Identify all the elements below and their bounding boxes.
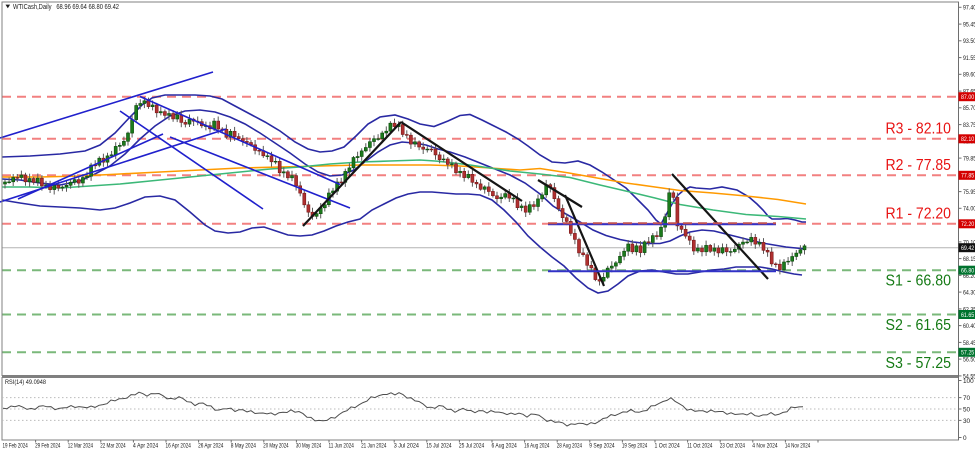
svg-text:91.55: 91.55 <box>963 55 975 62</box>
svg-text:16 Apr 2024: 16 Apr 2024 <box>166 442 192 449</box>
svg-text:3 Jul 2024: 3 Jul 2024 <box>394 442 420 449</box>
svg-text:68.15: 68.15 <box>963 256 975 263</box>
svg-text:79.85: 79.85 <box>963 156 975 163</box>
svg-text:11 Oct 2024: 11 Oct 2024 <box>687 442 713 449</box>
svg-text:R2 - 77.85: R2 - 77.85 <box>886 157 952 174</box>
svg-text:61.65: 61.65 <box>961 312 975 319</box>
svg-text:58.45: 58.45 <box>963 340 975 347</box>
svg-text:R1 - 72.20: R1 - 72.20 <box>886 205 952 222</box>
svg-text:28 Aug 2024: 28 Aug 2024 <box>557 442 583 449</box>
svg-text:66.80: 66.80 <box>961 268 975 275</box>
svg-text:77.85: 77.85 <box>961 173 975 180</box>
svg-text:30 May 2024: 30 May 2024 <box>296 442 322 449</box>
svg-text:100: 100 <box>963 378 974 385</box>
svg-text:4 Apr 2024: 4 Apr 2024 <box>133 442 159 449</box>
svg-text:21 Jun 2024: 21 Jun 2024 <box>361 442 387 449</box>
svg-text:9 Sep 2024: 9 Sep 2024 <box>589 442 615 449</box>
svg-text:4 Nov 2024: 4 Nov 2024 <box>752 442 778 449</box>
svg-text:60.40: 60.40 <box>963 323 975 330</box>
svg-text:12 Mar 2024: 12 Mar 2024 <box>68 442 94 449</box>
svg-text:19 Feb 2024: 19 Feb 2024 <box>3 442 29 449</box>
svg-text:R3 - 82.10: R3 - 82.10 <box>886 120 952 137</box>
svg-text:11 Jun 2024: 11 Jun 2024 <box>329 442 355 449</box>
svg-text:57.25: 57.25 <box>961 350 975 357</box>
svg-text:85.70: 85.70 <box>963 105 975 112</box>
svg-text:50: 50 <box>963 406 971 413</box>
svg-text:64.30: 64.30 <box>963 290 975 297</box>
svg-text:83.75: 83.75 <box>963 122 975 129</box>
svg-text:15 Jul 2024: 15 Jul 2024 <box>426 442 452 449</box>
svg-text:29 Feb 2024: 29 Feb 2024 <box>35 442 61 449</box>
svg-text:89.60: 89.60 <box>963 72 975 79</box>
svg-text:82.10: 82.10 <box>961 136 975 143</box>
svg-text:1 Oct 2024: 1 Oct 2024 <box>655 442 681 449</box>
svg-text:6 Aug 2024: 6 Aug 2024 <box>492 442 518 449</box>
svg-text:22 Mar 2024: 22 Mar 2024 <box>100 442 126 449</box>
svg-text:95.45: 95.45 <box>963 22 975 29</box>
svg-text:87.00: 87.00 <box>961 94 975 101</box>
svg-text:S1 - 66.80: S1 - 66.80 <box>886 273 952 290</box>
svg-text:74.00: 74.00 <box>963 206 975 213</box>
svg-text:S3 - 57.25: S3 - 57.25 <box>886 355 952 372</box>
svg-text:S2 - 61.65: S2 - 61.65 <box>886 317 952 334</box>
svg-text:23 Oct 2024: 23 Oct 2024 <box>720 442 746 449</box>
svg-text:19 Sep 2024: 19 Sep 2024 <box>622 442 648 449</box>
svg-text:72.20: 72.20 <box>961 221 975 228</box>
svg-text:8 May 2024: 8 May 2024 <box>231 442 257 449</box>
svg-text:25 Jul 2024: 25 Jul 2024 <box>459 442 485 449</box>
svg-text:70: 70 <box>963 395 971 402</box>
svg-text:20 May 2024: 20 May 2024 <box>263 442 289 449</box>
svg-text:0: 0 <box>963 435 967 442</box>
svg-text:97.40: 97.40 <box>963 5 975 12</box>
svg-text:93.50: 93.50 <box>963 38 975 45</box>
svg-text:56.50: 56.50 <box>963 357 975 364</box>
svg-text:16 Aug 2024: 16 Aug 2024 <box>524 442 550 449</box>
svg-text:30: 30 <box>963 418 971 425</box>
svg-text:26 Apr 2024: 26 Apr 2024 <box>198 442 224 449</box>
svg-text:69.42: 69.42 <box>961 245 975 252</box>
svg-text:75.95: 75.95 <box>963 189 975 196</box>
svg-text:14 Nov 2024: 14 Nov 2024 <box>785 442 811 449</box>
svg-text:RSI(14) 49.0948: RSI(14) 49.0948 <box>5 379 46 386</box>
svg-text:WTICash,Daily 68.96 69.64 68: WTICash,Daily 68.96 69.64 68.80 69.42 <box>13 2 119 11</box>
